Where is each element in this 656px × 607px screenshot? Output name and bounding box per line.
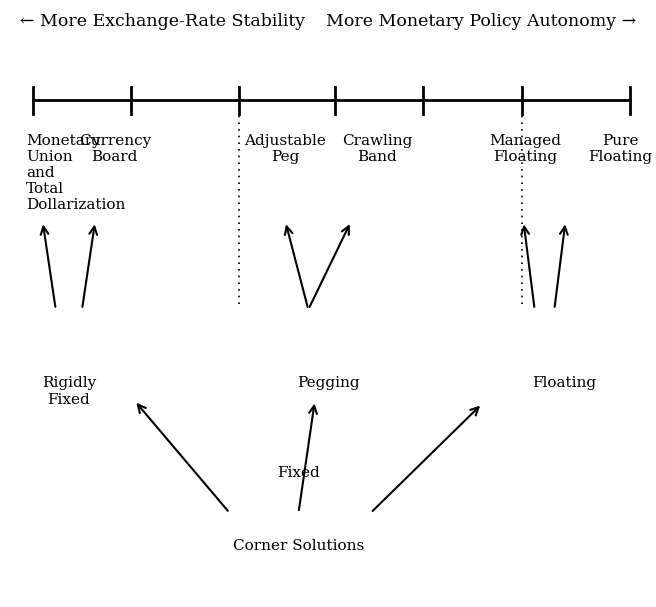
Text: Managed
Floating: Managed Floating [489, 134, 561, 164]
Text: More Monetary Policy Autonomy →: More Monetary Policy Autonomy → [326, 13, 636, 30]
Text: Currency
Board: Currency Board [79, 134, 151, 164]
Text: Corner Solutions: Corner Solutions [233, 539, 364, 554]
Text: Rigidly
Fixed: Rigidly Fixed [42, 376, 96, 407]
Text: Pure
Floating: Pure Floating [588, 134, 652, 164]
Text: Monetary
Union
and
Total
Dollarization: Monetary Union and Total Dollarization [26, 134, 125, 212]
Text: Floating: Floating [532, 376, 596, 390]
Text: Fixed: Fixed [277, 466, 320, 481]
Text: Crawling
Band: Crawling Band [342, 134, 413, 164]
Text: Pegging: Pegging [297, 376, 359, 390]
Text: ← More Exchange-Rate Stability: ← More Exchange-Rate Stability [20, 13, 305, 30]
Text: Adjustable
Peg: Adjustable Peg [245, 134, 326, 164]
